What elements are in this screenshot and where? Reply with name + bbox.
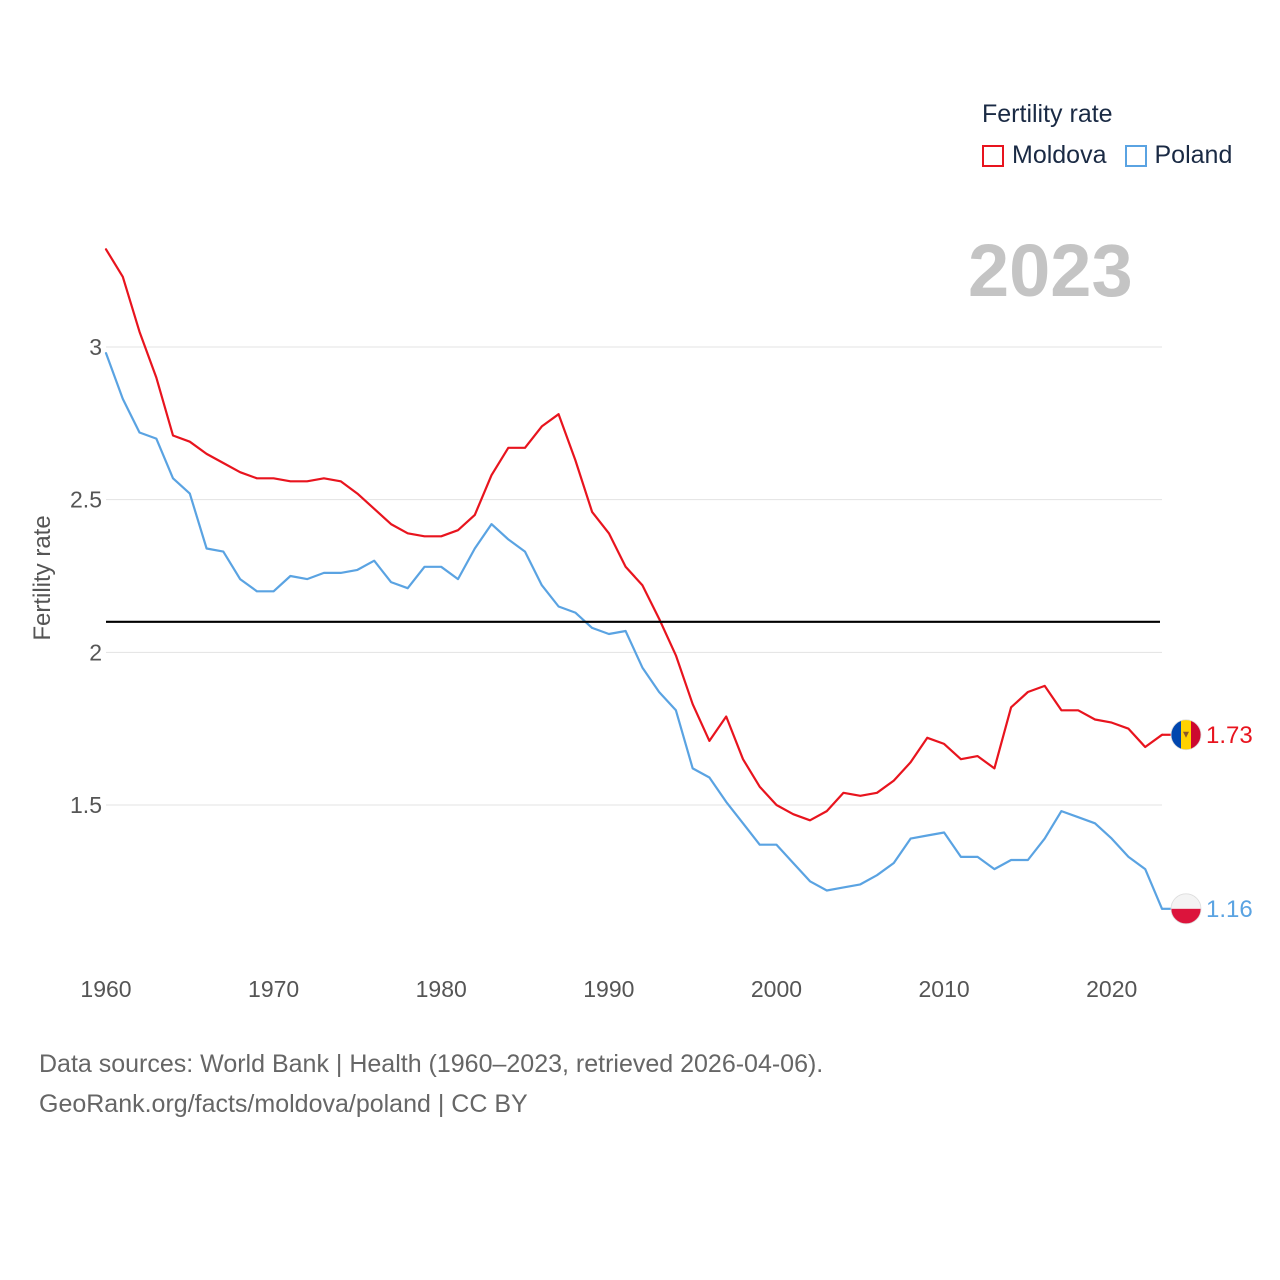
flag-icon-moldova: [1171, 719, 1201, 750]
series-line-poland: [104, 352, 1164, 910]
data-source-note: Data sources: World Bank | Health (1960–…: [39, 1044, 823, 1124]
x-tick-label: 1970: [248, 976, 299, 1002]
flag-outline: [1170, 893, 1202, 925]
legend-item-moldova[interactable]: Moldova: [982, 141, 1107, 170]
source-line: Data sources: World Bank | Health (1960–…: [39, 1050, 824, 1078]
end-value-label: 1.16: [1206, 896, 1253, 923]
y-tick-label: 2.5: [70, 487, 102, 513]
flag-stripe: [1171, 908, 1201, 924]
legend-item-poland[interactable]: Poland: [1124, 141, 1233, 170]
end-markers: 1.73 1.16: [1162, 719, 1253, 925]
end-value-label: 1.73: [1206, 722, 1253, 749]
legend-swatch-poland: [1124, 144, 1147, 167]
flag-outline: [1170, 719, 1202, 751]
flag-stripe: [1171, 893, 1201, 909]
y-tick-label: 3: [89, 334, 102, 360]
flag-icon-poland: [1171, 893, 1201, 924]
y-axis-label: Fertility rate: [29, 515, 56, 640]
flag-stripe: [1171, 719, 1181, 750]
series-lines: [104, 248, 1164, 910]
x-axis-ticks: 1960 1970 1980 1990 2000 2010 2020: [80, 976, 1137, 1002]
y-axis-ticks: 1.5 2 2.5 3: [70, 334, 102, 818]
series-line-moldova: [104, 248, 1164, 822]
x-tick-label: 2010: [919, 976, 970, 1002]
legend-swatch-moldova: [982, 144, 1004, 167]
year-badge: 2023: [968, 229, 1133, 312]
x-tick-label: 1960: [80, 976, 131, 1002]
flag-stripe: [1191, 719, 1201, 750]
attribution-link[interactable]: GeoRank.org/facts/moldova/poland | CC BY: [39, 1090, 528, 1118]
flag-emblem: [1183, 731, 1189, 738]
y-tick-label: 1.5: [70, 792, 102, 818]
legend-title: Fertility rate: [982, 100, 1113, 128]
x-tick-label: 2020: [1086, 976, 1137, 1002]
legend-label-poland: Poland: [1154, 141, 1233, 169]
x-tick-label: 1990: [583, 976, 634, 1002]
legend: Moldova Poland: [982, 141, 1250, 170]
y-tick-label: 2: [89, 639, 102, 665]
x-tick-label: 1980: [416, 976, 467, 1002]
legend-label-moldova: Moldova: [1012, 141, 1107, 169]
x-tick-label: 2000: [751, 976, 802, 1002]
gridlines: [106, 346, 1162, 806]
